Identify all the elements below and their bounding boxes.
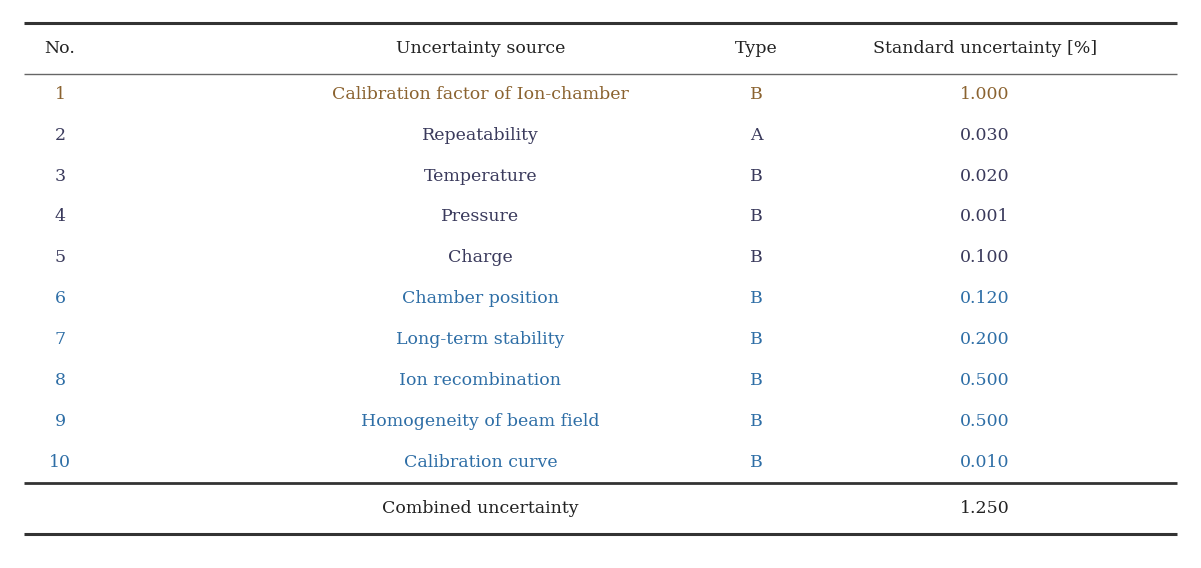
Text: 0.500: 0.500 — [960, 372, 1010, 389]
Text: A: A — [751, 127, 763, 144]
Text: B: B — [751, 168, 763, 185]
Text: B: B — [751, 86, 763, 103]
Text: Calibration factor of Ion-chamber: Calibration factor of Ion-chamber — [331, 86, 629, 103]
Text: B: B — [751, 290, 763, 307]
Text: 0.100: 0.100 — [960, 249, 1010, 266]
Text: 3: 3 — [54, 168, 66, 185]
Text: 2: 2 — [54, 127, 66, 144]
Text: B: B — [751, 249, 763, 266]
Text: Uncertainty source: Uncertainty source — [395, 40, 566, 57]
Text: 1.250: 1.250 — [960, 500, 1010, 517]
Text: B: B — [751, 413, 763, 430]
Text: 0.200: 0.200 — [960, 331, 1010, 348]
Text: 0.020: 0.020 — [960, 168, 1010, 185]
Text: 1: 1 — [54, 86, 66, 103]
Text: Combined uncertainty: Combined uncertainty — [382, 500, 579, 517]
Text: Ion recombination: Ion recombination — [400, 372, 561, 389]
Text: 0.001: 0.001 — [960, 208, 1010, 225]
Text: 4: 4 — [54, 208, 66, 225]
Text: No.: No. — [44, 40, 76, 57]
Text: Long-term stability: Long-term stability — [396, 331, 564, 348]
Text: 0.120: 0.120 — [960, 290, 1010, 307]
Text: Repeatability: Repeatability — [422, 127, 539, 144]
Text: Homogeneity of beam field: Homogeneity of beam field — [362, 413, 599, 430]
Text: 0.010: 0.010 — [960, 454, 1010, 471]
Text: B: B — [751, 331, 763, 348]
Text: 7: 7 — [54, 331, 66, 348]
Text: Pressure: Pressure — [441, 208, 520, 225]
Text: 1.000: 1.000 — [960, 86, 1010, 103]
Text: 0.030: 0.030 — [960, 127, 1010, 144]
Text: Standard uncertainty [%]: Standard uncertainty [%] — [873, 40, 1097, 57]
Text: B: B — [751, 208, 763, 225]
Text: Temperature: Temperature — [424, 168, 537, 185]
Text: Charge: Charge — [448, 249, 513, 266]
Text: Calibration curve: Calibration curve — [404, 454, 557, 471]
Text: 5: 5 — [54, 249, 66, 266]
Text: 9: 9 — [54, 413, 66, 430]
Text: B: B — [751, 372, 763, 389]
Text: 6: 6 — [54, 290, 66, 307]
Text: Chamber position: Chamber position — [402, 290, 558, 307]
Text: B: B — [751, 454, 763, 471]
Text: 8: 8 — [54, 372, 66, 389]
Text: 10: 10 — [49, 454, 71, 471]
Text: Type: Type — [735, 40, 778, 57]
Text: 0.500: 0.500 — [960, 413, 1010, 430]
